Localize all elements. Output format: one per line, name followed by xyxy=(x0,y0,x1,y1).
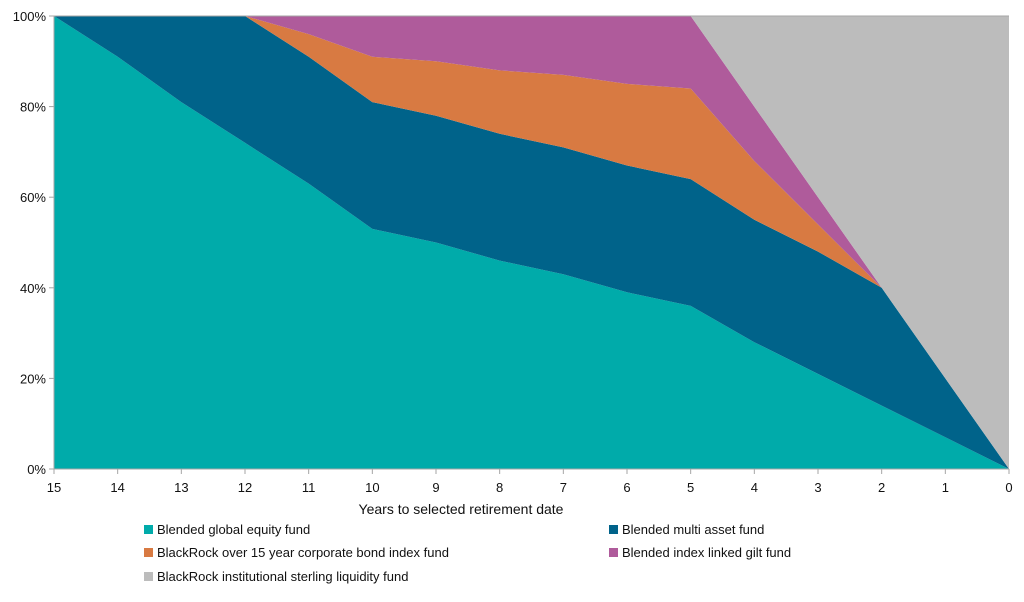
x-tick-label: 15 xyxy=(47,480,61,495)
legend-label-equity: Blended global equity fund xyxy=(157,522,311,537)
legend-item-liquidity: BlackRock institutional sterling liquidi… xyxy=(144,569,408,584)
x-tick-label: 2 xyxy=(878,480,885,495)
y-tick-label: 60% xyxy=(20,190,46,205)
x-axis-title: Years to selected retirement date xyxy=(359,501,564,517)
legend-swatch-corporate-bond xyxy=(144,548,153,557)
area-series-2 xyxy=(54,16,1009,469)
y-tick-label: 80% xyxy=(20,100,46,115)
legend-swatch-multi-asset xyxy=(609,525,618,534)
x-tick-label: 10 xyxy=(365,480,379,495)
legend-item-index-linked-gilt: Blended index linked gilt fund xyxy=(609,545,791,560)
y-tick-label: 20% xyxy=(20,371,46,386)
y-tick-label: 40% xyxy=(20,281,46,296)
legend-label-liquidity: BlackRock institutional sterling liquidi… xyxy=(157,569,409,584)
legend-item-corporate-bond: BlackRock over 15 year corporate bond in… xyxy=(144,545,449,560)
area-series-1 xyxy=(54,16,1009,469)
x-tick-label: 12 xyxy=(238,480,252,495)
legend-label-corporate-bond: BlackRock over 15 year corporate bond in… xyxy=(157,545,449,560)
legend-swatch-equity xyxy=(144,525,153,534)
x-tick-label: 7 xyxy=(560,480,567,495)
x-tick-label: 11 xyxy=(302,480,316,495)
legend-label-index-linked-gilt: Blended index linked gilt fund xyxy=(622,545,792,560)
legend-swatch-liquidity xyxy=(144,572,153,581)
legend-item-multi-asset: Blended multi asset fund xyxy=(609,522,764,537)
x-tick-label: 6 xyxy=(623,480,630,495)
x-tick-label: 0 xyxy=(1005,480,1012,495)
x-tick-label: 14 xyxy=(110,480,124,495)
y-tick-label: 100% xyxy=(13,9,47,24)
x-tick-label: 4 xyxy=(751,480,758,495)
area-series-group xyxy=(54,16,1009,469)
y-tick-label: 0% xyxy=(27,462,46,477)
legend-swatch-index-linked-gilt xyxy=(609,548,618,557)
x-tick-label: 9 xyxy=(432,480,439,495)
x-tick-label: 3 xyxy=(814,480,821,495)
x-tick-label: 1 xyxy=(942,480,949,495)
legend-item-equity: Blended global equity fund xyxy=(144,522,310,537)
legend-label-multi-asset: Blended multi asset fund xyxy=(622,522,765,537)
area-series-4 xyxy=(54,16,1009,469)
x-tick-label: 5 xyxy=(687,480,694,495)
x-tick-label: 13 xyxy=(174,480,188,495)
area-series-0 xyxy=(54,16,1009,469)
axes-group: 0%20%40%60%80%100%15 14 13 12 11 10 9 8 7 6 5 4 3 2 1 0 xyxy=(13,9,1013,495)
x-tick-label: 8 xyxy=(496,480,503,495)
